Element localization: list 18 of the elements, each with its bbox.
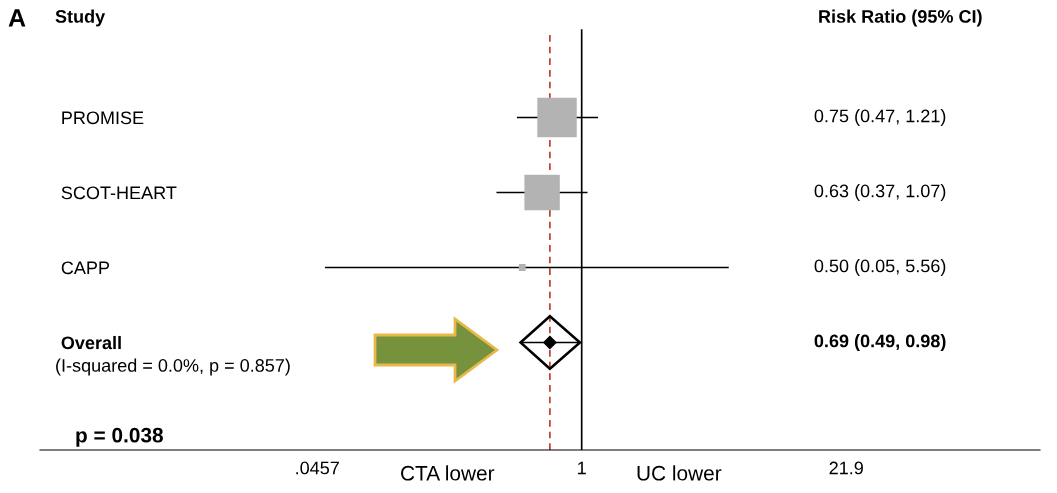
text: 0.75 (0.47, 1.21) <box>814 109 946 126</box>
y-tick-label: PROMISE <box>62 111 144 125</box>
text: p = 0.038 <box>76 427 163 447</box>
text: Study <box>55 9 106 27</box>
text: 0.50 (0.05, 5.56) <box>814 259 946 276</box>
text: UC lower <box>637 465 722 481</box>
text: CTA lower <box>401 465 495 481</box>
text: 0.63 (0.37, 1.07) <box>814 184 946 201</box>
y-tick-label: SCOT-HEART <box>61 186 177 200</box>
text: 0.69 (0.49, 0.98) <box>814 334 946 351</box>
x-tick-label: 21.9 <box>829 461 863 475</box>
x-tick-label: 1 <box>578 461 586 475</box>
text: Risk Ratio (95% CI) <box>819 9 982 27</box>
text: A <box>8 9 26 27</box>
annotation: (I-squared = 0.0%, p = 0.857) <box>56 358 290 376</box>
y-tick-label: CAPP <box>61 261 110 275</box>
x-tick-label: .0457 <box>296 461 339 475</box>
y-tick-label: Overall <box>61 335 121 350</box>
